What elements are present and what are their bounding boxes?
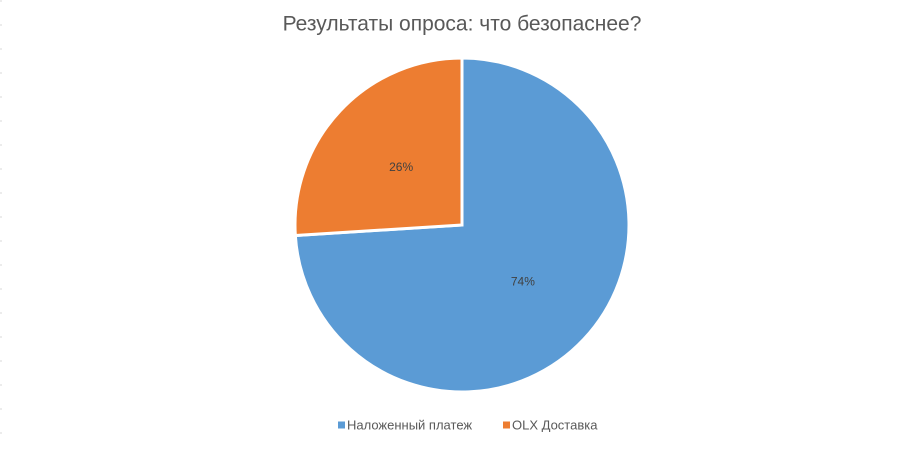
chart-title: Результаты опроса: что безопаснее?: [283, 13, 642, 36]
legend-swatch: [338, 421, 345, 429]
data-label: 74%: [511, 274, 535, 288]
legend-label: Наложенный платеж: [347, 417, 472, 432]
pie-slice: [293, 56, 464, 238]
legend-swatch: [503, 421, 510, 429]
legend-label: OLX Доставка: [512, 417, 598, 432]
data-label: 26%: [389, 160, 413, 174]
